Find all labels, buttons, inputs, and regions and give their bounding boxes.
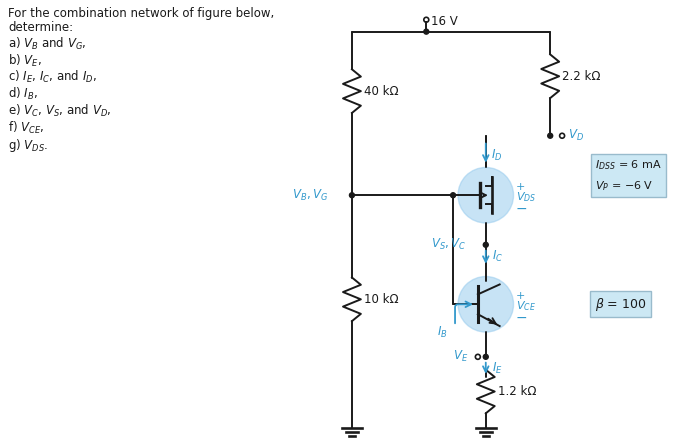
Text: +: + (515, 291, 525, 301)
Text: $I_E$: $I_E$ (492, 361, 502, 376)
Circle shape (424, 29, 429, 34)
Text: $V_E$: $V_E$ (453, 349, 468, 365)
Text: f) $V_{CE}$,: f) $V_{CE}$, (8, 120, 44, 136)
Text: $I_B$: $I_B$ (437, 324, 448, 340)
Circle shape (451, 193, 456, 198)
Text: $I_C$: $I_C$ (492, 249, 503, 264)
Text: $V_{DS}$: $V_{DS}$ (515, 190, 536, 204)
Text: $V_S, V_C$: $V_S, V_C$ (431, 237, 466, 253)
Text: g) $V_{DS}$.: g) $V_{DS}$. (8, 137, 48, 154)
Text: For the combination network of figure below,: For the combination network of figure be… (8, 7, 274, 20)
Text: $V_D$: $V_D$ (568, 128, 584, 143)
Text: 16 V: 16 V (431, 15, 458, 28)
Text: $\beta$ = 100: $\beta$ = 100 (595, 296, 647, 313)
Circle shape (483, 354, 488, 359)
Text: d) $I_B$,: d) $I_B$, (8, 86, 38, 102)
Circle shape (458, 276, 514, 332)
Text: a) $V_B$ and $V_G$,: a) $V_B$ and $V_G$, (8, 35, 87, 52)
Circle shape (483, 242, 488, 247)
Text: −: − (515, 202, 527, 216)
Text: e) $V_C$, $V_S$, and $V_D$,: e) $V_C$, $V_S$, and $V_D$, (8, 103, 111, 119)
Text: $V_B, V_G$: $V_B, V_G$ (292, 188, 328, 203)
Text: 40 kΩ: 40 kΩ (364, 85, 399, 97)
Circle shape (458, 167, 514, 223)
Text: $V_{CE}$: $V_{CE}$ (515, 299, 536, 313)
Text: 10 kΩ: 10 kΩ (364, 293, 399, 306)
Text: 1.2 kΩ: 1.2 kΩ (498, 385, 536, 398)
Text: $I_{DSS}$ = 6 mA
$V_P$ = −6 V: $I_{DSS}$ = 6 mA $V_P$ = −6 V (595, 158, 661, 193)
Text: determine:: determine: (8, 21, 73, 34)
Text: +: + (515, 183, 525, 192)
Text: $I_D$: $I_D$ (491, 148, 502, 163)
Circle shape (349, 193, 355, 198)
Text: −: − (515, 311, 527, 325)
Circle shape (548, 133, 552, 138)
Text: c) $I_E$, $I_C$, and $I_D$,: c) $I_E$, $I_C$, and $I_D$, (8, 69, 97, 85)
Text: b) $V_E$,: b) $V_E$, (8, 52, 42, 69)
Text: 2.2 kΩ: 2.2 kΩ (562, 70, 600, 83)
